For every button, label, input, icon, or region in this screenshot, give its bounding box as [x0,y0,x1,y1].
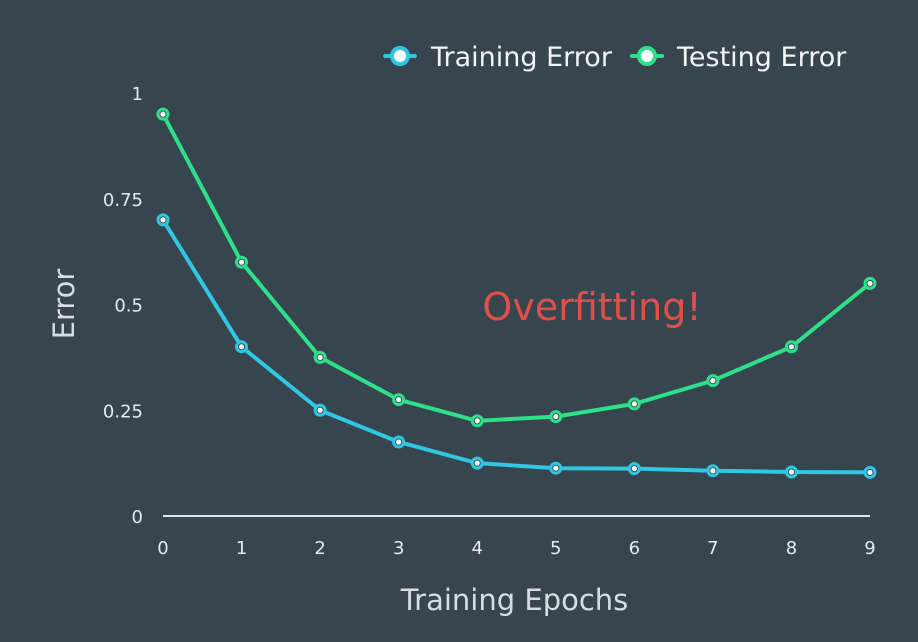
x-tick-label: 6 [629,538,640,559]
legend-item-training-error: Training Error [383,42,613,73]
data-point-center-training-error [710,468,716,474]
data-point-center-testing-error [631,401,637,407]
x-axis-title: Training Epochs [400,583,629,617]
y-tick-label: 0.25 [103,401,143,422]
legend-marker-training-error [390,46,410,66]
data-point-center-training-error [788,469,795,475]
data-point-center-training-error [160,217,166,223]
data-point-center-training-error [631,466,637,472]
data-point-center-testing-error [238,259,245,265]
data-point-center-training-error [867,469,873,476]
series-line-testing-error [161,112,872,423]
x-tick-label: 5 [550,538,561,559]
series-lines [161,112,872,475]
data-point-center-testing-error [867,280,873,286]
x-tick-label: 8 [786,538,797,559]
data-point-center-training-error [553,465,559,471]
data-point-center-testing-error [396,397,402,403]
series-line-training-error [161,217,872,475]
data-point-center-training-error [474,460,480,466]
x-tick-label: 7 [707,538,718,559]
data-point-center-testing-error [710,378,716,384]
x-tick-label: 1 [236,538,247,559]
x-tick-label: 3 [393,538,404,559]
x-axis-ticks: 0 1 2 3 4 5 6 7 8 9 [157,538,875,559]
x-tick-label: 0 [157,538,168,559]
data-point-center-testing-error [160,111,166,117]
overfitting-annotation: Overfitting! [482,285,701,329]
y-tick-label: 0 [132,507,143,528]
data-point-center-testing-error [474,418,480,424]
y-tick-label: 0.75 [103,190,143,211]
y-tick-label: 1 [132,84,143,105]
data-point-center-training-error [396,439,402,445]
y-axis-ticks: 0 0.25 0.5 0.75 1 [103,84,143,528]
y-axis-title: Error [47,269,81,340]
data-point-center-training-error [317,407,323,413]
y-tick-label: 0.5 [114,296,143,317]
legend-item-testing-error: Testing Error [630,42,847,73]
legend: Training Error Testing Error [383,42,847,73]
legend-label-testing-error: Testing Error [676,42,847,73]
data-point-center-testing-error [788,344,795,350]
x-tick-label: 4 [471,538,482,559]
legend-marker-testing-error [637,46,657,66]
series-points [156,107,877,479]
legend-label-training-error: Training Error [430,42,613,73]
x-tick-label: 2 [314,538,325,559]
data-point-center-testing-error [317,354,323,360]
x-tick-label: 9 [864,538,875,559]
data-point-center-testing-error [553,413,559,420]
data-point-center-training-error [238,344,245,350]
